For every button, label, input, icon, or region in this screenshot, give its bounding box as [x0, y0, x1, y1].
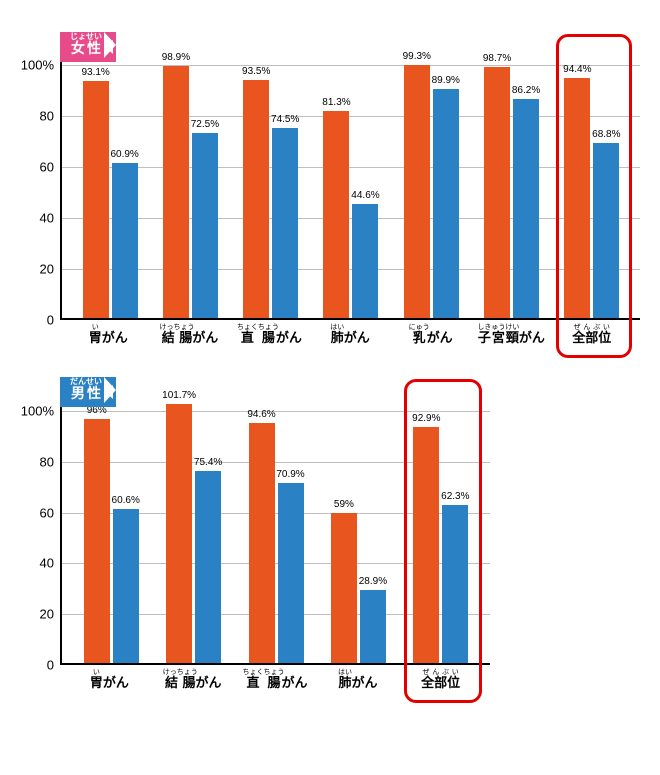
bar-steel: 72.5%: [192, 133, 218, 318]
male-tag: 男性だんせい: [60, 377, 116, 407]
bar-group: 98.9%72.5%: [150, 40, 230, 318]
bar-value-label: 86.2%: [512, 85, 540, 96]
bar-steel: 74.5%: [272, 128, 298, 318]
plot: 020406080100%96%60.6%101.7%75.4%94.6%70.…: [60, 385, 490, 690]
bar-value-label: 60.6%: [112, 495, 140, 506]
y-tick-label: 80: [9, 454, 54, 469]
y-tick-label: 60: [9, 160, 54, 175]
x-axis: 胃いがん結腸けっちょうがん直腸ちょくちょうがん肺はいがん乳にゅうがん子宮頸しきゅ…: [60, 320, 640, 345]
y-tick-label: 80: [9, 109, 54, 124]
bar-orange: 59%: [331, 513, 357, 663]
x-label: 結腸けっちょうがん: [149, 324, 230, 345]
bar-value-label: 72.5%: [191, 119, 219, 130]
y-tick-label: 60: [9, 505, 54, 520]
bars-container: 93.1%60.9%98.9%72.5%93.5%74.5%81.3%44.6%…: [62, 40, 640, 318]
bar-orange: 98.7%: [484, 67, 510, 318]
y-tick-label: 0: [9, 313, 54, 328]
bar-steel: 75.4%: [195, 471, 221, 663]
x-label: 結腸けっちょうがん: [151, 669, 234, 690]
bar-value-label: 92.9%: [412, 413, 440, 424]
x-label: 乳にゅうがん: [390, 324, 471, 345]
bars-container: 96%60.6%101.7%75.4%94.6%70.9%59%28.9%92.…: [62, 385, 490, 663]
bar-steel: 86.2%: [513, 99, 539, 318]
x-label: 子宮頸しきゅうけいがん: [471, 324, 552, 345]
bar-group: 94.4%68.8%: [552, 40, 632, 318]
bar-value-label: 75.4%: [194, 457, 222, 468]
bar-orange: 92.9%: [413, 427, 439, 663]
bar-value-label: 94.4%: [563, 64, 591, 75]
bar-group: 98.7%86.2%: [471, 40, 551, 318]
bar-steel: 28.9%: [360, 590, 386, 664]
y-tick-label: 100%: [9, 403, 54, 418]
bar-steel: 62.3%: [442, 505, 468, 664]
bar-value-label: 44.6%: [351, 190, 379, 201]
bar-orange: 96%: [84, 419, 110, 663]
bar-value-label: 28.9%: [359, 576, 387, 587]
bar-value-label: 99.3%: [403, 51, 431, 62]
x-label: 直腸ちょくちょうがん: [229, 324, 310, 345]
bar-group: 92.9%62.3%: [400, 385, 482, 663]
bar-group: 101.7%75.4%: [152, 385, 234, 663]
bar-steel: 60.9%: [112, 163, 138, 318]
bar-value-label: 98.7%: [483, 53, 511, 64]
bar-value-label: 94.6%: [247, 409, 275, 420]
x-label: 肺はいがん: [310, 324, 391, 345]
x-label: 胃いがん: [68, 669, 151, 690]
y-tick-label: 20: [9, 262, 54, 277]
bar-orange: 93.5%: [243, 80, 269, 318]
bar-value-label: 59%: [334, 499, 354, 510]
bar-group: 59%28.9%: [317, 385, 399, 663]
x-label: 胃いがん: [68, 324, 149, 345]
bar-value-label: 93.1%: [81, 67, 109, 78]
bar-value-label: 93.5%: [242, 66, 270, 77]
x-label: 肺はいがん: [316, 669, 399, 690]
bar-steel: 68.8%: [593, 143, 619, 318]
bar-orange: 99.3%: [404, 65, 430, 318]
bar-orange: 98.9%: [163, 66, 189, 318]
chart-section: 男性だんせい020406080100%96%60.6%101.7%75.4%94…: [10, 385, 650, 690]
bar-steel: 70.9%: [278, 483, 304, 663]
plot: 020406080100%93.1%60.9%98.9%72.5%93.5%74…: [60, 40, 640, 345]
bar-orange: 94.6%: [249, 423, 275, 664]
bar-orange: 101.7%: [166, 404, 192, 663]
x-axis: 胃いがん結腸けっちょうがん直腸ちょくちょうがん肺はいがん全部位ぜんぶい: [60, 665, 490, 690]
bar-steel: 44.6%: [352, 204, 378, 318]
bar-group: 99.3%89.9%: [391, 40, 471, 318]
y-tick-label: 100%: [9, 58, 54, 73]
bar-value-label: 68.8%: [592, 129, 620, 140]
bar-steel: 60.6%: [113, 509, 139, 663]
x-label: 全部位ぜんぶい: [551, 324, 632, 345]
x-label: 全部位ぜんぶい: [399, 669, 482, 690]
bar-value-label: 70.9%: [276, 469, 304, 480]
bar-orange: 94.4%: [564, 78, 590, 318]
bar-value-label: 101.7%: [162, 390, 196, 401]
bar-value-label: 81.3%: [322, 97, 350, 108]
bar-orange: 81.3%: [323, 111, 349, 318]
bar-value-label: 62.3%: [441, 491, 469, 502]
bar-orange: 93.1%: [83, 81, 109, 318]
y-tick-label: 0: [9, 658, 54, 673]
plot-area: 020406080100%96%60.6%101.7%75.4%94.6%70.…: [60, 385, 490, 665]
bar-group: 94.6%70.9%: [235, 385, 317, 663]
y-tick-label: 40: [9, 211, 54, 226]
bar-group: 93.1%60.9%: [70, 40, 150, 318]
bar-group: 81.3%44.6%: [311, 40, 391, 318]
bar-value-label: 98.9%: [162, 52, 190, 63]
y-tick-label: 20: [9, 607, 54, 622]
bar-value-label: 74.5%: [271, 114, 299, 125]
bar-group: 96%60.6%: [70, 385, 152, 663]
y-tick-label: 40: [9, 556, 54, 571]
chart-section: 女性じょせい020406080100%93.1%60.9%98.9%72.5%9…: [10, 40, 650, 345]
bar-group: 93.5%74.5%: [231, 40, 311, 318]
bar-value-label: 60.9%: [110, 149, 138, 160]
bar-value-label: 89.9%: [432, 75, 460, 86]
x-label: 直腸ちょくちょうがん: [234, 669, 317, 690]
plot-area: 020406080100%93.1%60.9%98.9%72.5%93.5%74…: [60, 40, 640, 320]
bar-steel: 89.9%: [433, 89, 459, 318]
female-tag: 女性じょせい: [60, 32, 116, 62]
